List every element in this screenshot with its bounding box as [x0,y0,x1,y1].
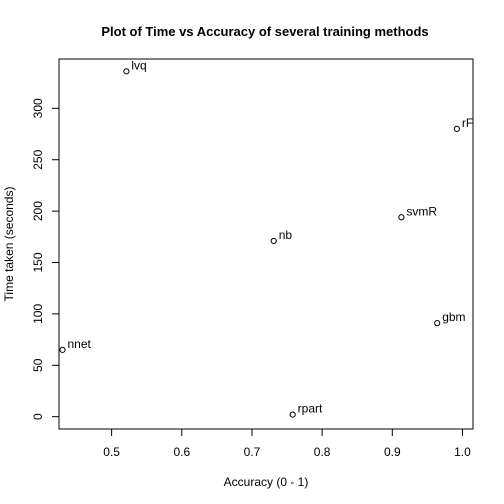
x-axis-label: Accuracy (0 - 1) [224,475,309,489]
point-marker [453,125,460,132]
point-label: nb [279,228,293,242]
point-label: nnet [68,337,92,351]
x-tick-label: 1.0 [454,445,471,459]
x-axis: 0.5 0.6 0.7 0.8 0.9 1.0 [103,428,471,459]
chart-title: Plot of Time vs Accuracy of several trai… [101,24,428,39]
y-tick-label: 200 [31,201,45,221]
x-tick-label: 0.5 [103,445,120,459]
x-tick-label: 0.6 [173,445,190,459]
point-label: svmR [406,204,437,218]
x-tick-label: 0.7 [244,445,261,459]
y-tick-label: 300 [31,98,45,118]
point-label: rF [462,116,473,130]
point-marker [434,320,441,327]
y-tick-label: 150 [31,252,45,272]
point-label: gbm [442,310,465,324]
point-lvq: lvq [123,58,147,75]
y-axis-label: Time taken (seconds) [2,187,16,302]
point-label: rpart [298,402,323,416]
point-nb: nb [270,228,293,245]
data-points: lvq rF svmR nb gbm nnet rpart [59,58,473,418]
point-rF: rF [453,116,473,132]
y-tick-label: 0 [31,413,45,420]
x-tick-label: 0.9 [384,445,401,459]
x-tick-label: 0.8 [314,445,331,459]
y-tick-label: 100 [31,304,45,324]
point-marker [398,214,405,221]
point-rpart: rpart [289,402,323,418]
point-marker [123,68,130,75]
y-tick-label: 50 [31,358,45,372]
point-label: lvq [131,58,146,72]
point-marker [270,237,277,245]
point-marker [289,411,296,418]
y-axis: 0 50 100 150 200 250 300 [31,98,60,420]
point-nnet: nnet [59,337,92,353]
point-gbm: gbm [434,310,466,327]
point-marker [59,346,66,353]
plot-frame [58,58,474,430]
y-tick-label: 250 [31,149,45,169]
point-svmR: svmR [398,204,437,221]
